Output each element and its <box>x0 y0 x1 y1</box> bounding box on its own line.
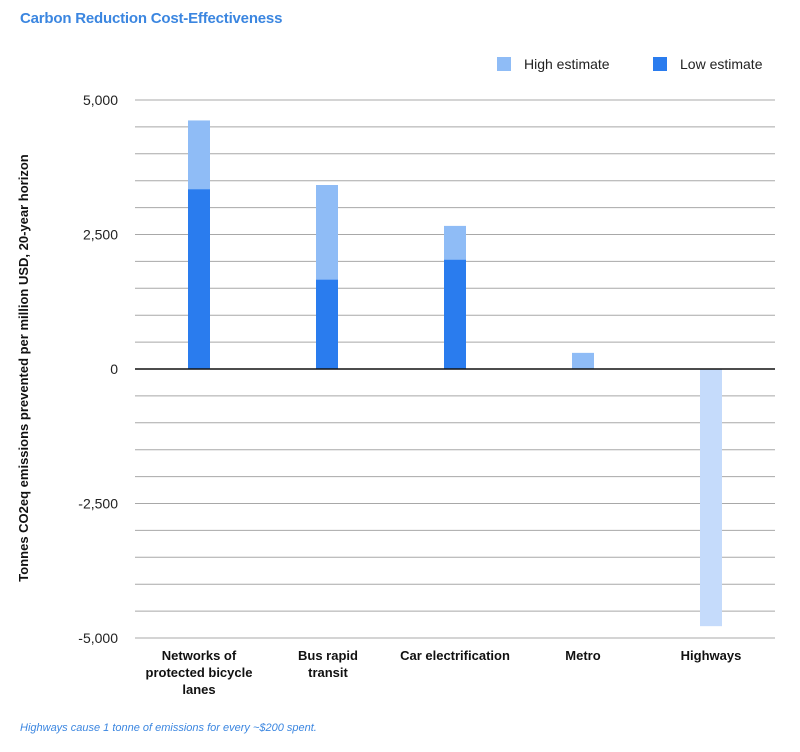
bar-high-estimate <box>572 352 594 369</box>
y-axis-ticks: 5,000 2,500 0 -2,500 -5,000 <box>78 92 118 646</box>
legend-swatch <box>497 57 511 71</box>
bars <box>188 120 722 627</box>
bar-high-estimate <box>700 369 722 627</box>
legend-label: High estimate <box>524 56 610 72</box>
x-category-label: protected bicycle <box>146 665 253 680</box>
y-tick-label: 5,000 <box>83 92 118 108</box>
chart-title: Carbon Reduction Cost-Effectiveness <box>20 10 283 27</box>
y-tick-label: -2,500 <box>78 496 118 512</box>
legend-swatch <box>653 57 667 71</box>
y-tick-label: -5,000 <box>78 630 118 646</box>
x-axis-labels: Networks of protected bicycle lanes Bus rap… <box>146 648 742 697</box>
footnote: Highways cause 1 tonne of emissions for … <box>20 722 317 734</box>
x-category-label: Bus rapid <box>298 648 358 663</box>
x-category-label: Highways <box>681 648 742 663</box>
bar-low-estimate <box>188 189 210 369</box>
x-category-label: transit <box>308 665 348 680</box>
gridlines <box>135 99 775 639</box>
legend: High estimate Low estimate <box>497 56 763 72</box>
legend-label: Low estimate <box>680 56 763 72</box>
x-category-label: lanes <box>182 682 215 697</box>
x-category-label: Car electrification <box>400 648 510 663</box>
x-category-label: Metro <box>565 648 600 663</box>
y-tick-label: 0 <box>110 361 118 377</box>
y-axis-label: Tonnes CO2eq emissions prevented per mil… <box>16 154 31 581</box>
bar-low-estimate <box>444 259 466 369</box>
y-tick-label: 2,500 <box>83 227 118 243</box>
bar-low-estimate <box>316 279 338 369</box>
x-category-label: Networks of <box>162 648 237 663</box>
